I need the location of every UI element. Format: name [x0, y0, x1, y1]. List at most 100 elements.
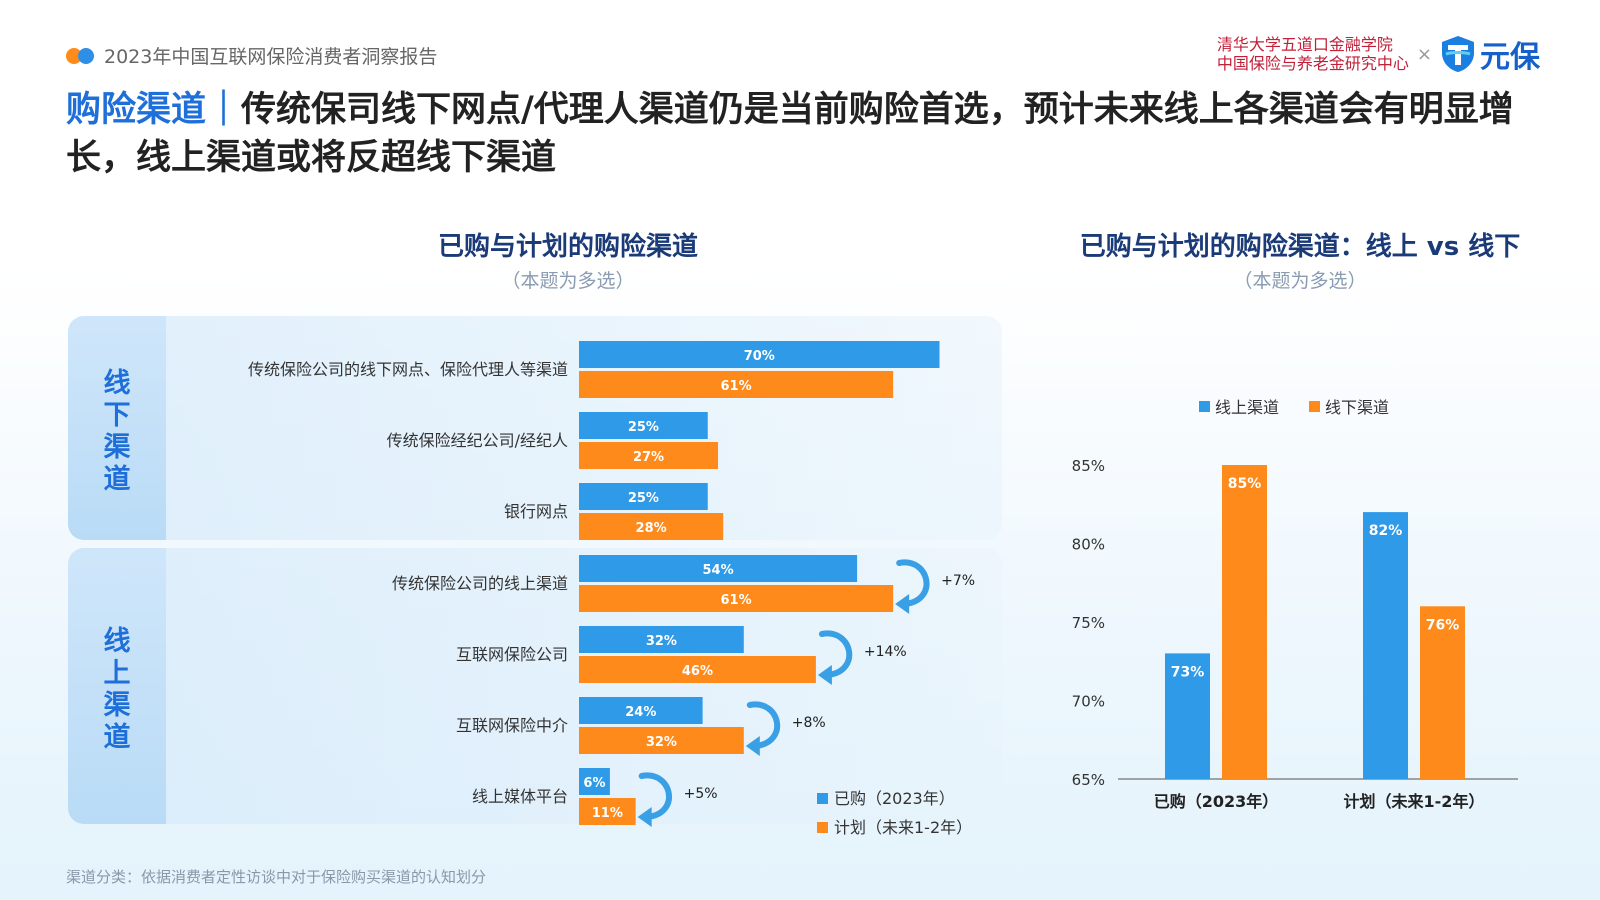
bar-value-label: 32%	[646, 634, 677, 649]
x-category-label: 已购（2023年）	[1154, 792, 1279, 811]
bar-value-label: 46%	[682, 664, 713, 679]
growth-arrow-curve	[896, 559, 930, 607]
bar-planned	[579, 727, 744, 754]
brand-name: 元保	[1480, 40, 1540, 75]
growth-arrow-curve	[746, 701, 781, 749]
bar-value-label: 6%	[583, 776, 605, 791]
growth-label: +14%	[864, 644, 907, 660]
legend-label: 已购（2023年）	[834, 789, 955, 808]
report-title: 2023年中国互联网保险消费者洞察报告	[104, 46, 438, 68]
left-chart-subtitle: （本题为多选）	[501, 270, 635, 292]
x-category-label: 计划（未来1-2年）	[1344, 792, 1485, 811]
growth-arrow-icon	[817, 630, 853, 685]
page-headline: 购险渠道｜传统保司线下网点/代理人渠道仍是当前购险首选，预计未来线上各渠道会有明…	[66, 86, 1546, 182]
brand-institute: 清华大学五道口金融学院 中国保险与养老金研究中心	[1217, 35, 1409, 73]
bar-value-label: 27%	[633, 450, 664, 465]
bar-purchased	[579, 555, 858, 582]
bar-value-label: 73%	[1171, 664, 1205, 680]
category-label: 银行网点	[504, 502, 568, 521]
category-label: 线上媒体平台	[472, 787, 568, 806]
legend-label: 线下渠道	[1325, 398, 1389, 417]
right-chart-subtitle: （本题为多选）	[1233, 270, 1367, 292]
bar-value-label: 70%	[744, 349, 775, 364]
growth-arrow-head	[745, 736, 760, 756]
bar-planned	[579, 585, 894, 612]
category-label: 传统保险经纪公司/经纪人	[387, 431, 568, 450]
legend-swatch	[817, 822, 828, 833]
blue-dot-icon	[78, 47, 94, 64]
yuanbao-logo: 元保	[1440, 32, 1540, 76]
bar-purchased	[579, 697, 703, 724]
growth-arrow-head	[637, 807, 652, 827]
bar-online	[1165, 653, 1210, 779]
report-header: 2023年中国互联网保险消费者洞察报告	[66, 42, 437, 69]
category-label: 传统保险公司的线上渠道	[392, 574, 568, 593]
headline-text: 传统保司线下网点/代理人渠道仍是当前购险首选，预计未来线上各渠道会有明显增长，线…	[66, 90, 1514, 178]
brand-line-2: 中国保险与养老金研究中心	[1216, 54, 1409, 73]
right-chart-title: 已购与计划的购险渠道：线上 vs 线下	[1079, 232, 1521, 262]
bar-purchased	[579, 626, 744, 653]
bar-planned	[579, 513, 724, 540]
bar-value-label: 54%	[702, 563, 733, 578]
growth-arrow-icon	[637, 772, 672, 827]
growth-arrow-icon	[895, 559, 930, 614]
legend-swatch	[817, 793, 828, 804]
bar-value-label: 76%	[1426, 617, 1460, 633]
bar-value-label: 61%	[721, 593, 752, 608]
y-tick-label: 80%	[1072, 536, 1105, 554]
bar-planned	[579, 656, 816, 683]
bar-value-label: 25%	[628, 491, 659, 506]
bar-value-label: 25%	[628, 420, 659, 435]
bar-planned	[579, 371, 894, 398]
bar-purchased	[579, 483, 708, 510]
legend-swatch	[1199, 401, 1210, 412]
legend-label: 线上渠道	[1215, 398, 1279, 417]
bar-value-label: 61%	[721, 379, 752, 394]
bar-purchased	[579, 341, 940, 368]
bar-value-label: 24%	[625, 705, 656, 720]
bar-planned	[579, 442, 719, 469]
growth-arrow-head	[817, 665, 832, 685]
growth-label: +8%	[792, 715, 826, 731]
bar-purchased	[579, 768, 610, 795]
bar-value-label: 85%	[1228, 476, 1262, 492]
category-label: 互联网保险公司	[456, 645, 568, 664]
bar-online	[1363, 512, 1408, 779]
bar-value-label: 11%	[592, 806, 623, 821]
y-tick-label: 65%	[1072, 771, 1105, 789]
offline-group-label: 线 下 渠 道	[103, 368, 131, 495]
bar-value-label: 82%	[1369, 523, 1403, 539]
shield-logo-icon	[1442, 36, 1474, 72]
brand-line-1: 清华大学五道口金融学院	[1216, 35, 1393, 54]
growth-arrow-head	[895, 594, 910, 614]
category-label: 互联网保险中介	[456, 716, 568, 735]
bar-value-label: 28%	[636, 521, 667, 536]
brand-block: 清华大学五道口金融学院 中国保险与养老金研究中心 × 元保	[1217, 32, 1540, 76]
growth-arrow-curve	[818, 630, 853, 678]
headline-highlight: 购险渠道｜	[66, 90, 242, 130]
y-tick-label: 70%	[1072, 693, 1105, 711]
legend-label: 计划（未来1-2年）	[834, 818, 972, 837]
bar-planned	[579, 798, 636, 825]
footnote: 渠道分类：依据消费者定性访谈中对于保险购买渠道的认知划分	[66, 868, 487, 886]
online-group-panel: 线 上 渠 道	[68, 548, 1002, 824]
online-group-side	[68, 548, 166, 824]
growth-label: +7%	[941, 573, 975, 589]
bar-purchased	[579, 412, 708, 439]
growth-arrow-icon	[745, 701, 781, 756]
bar-offline	[1222, 465, 1267, 779]
online-group-label: 线 上 渠 道	[103, 626, 131, 753]
offline-group-side	[68, 316, 166, 540]
category-label: 传统保险公司的线下网点、保险代理人等渠道	[248, 360, 568, 379]
growth-label: +5%	[684, 786, 718, 802]
brand-separator: ×	[1416, 43, 1432, 65]
y-tick-label: 85%	[1072, 457, 1105, 475]
growth-arrow-curve	[638, 772, 672, 820]
bar-offline	[1420, 606, 1465, 779]
y-tick-label: 75%	[1072, 614, 1105, 632]
legend-swatch	[1309, 401, 1320, 412]
left-chart-title: 已购与计划的购险渠道	[437, 232, 698, 262]
bar-value-label: 32%	[646, 735, 677, 750]
